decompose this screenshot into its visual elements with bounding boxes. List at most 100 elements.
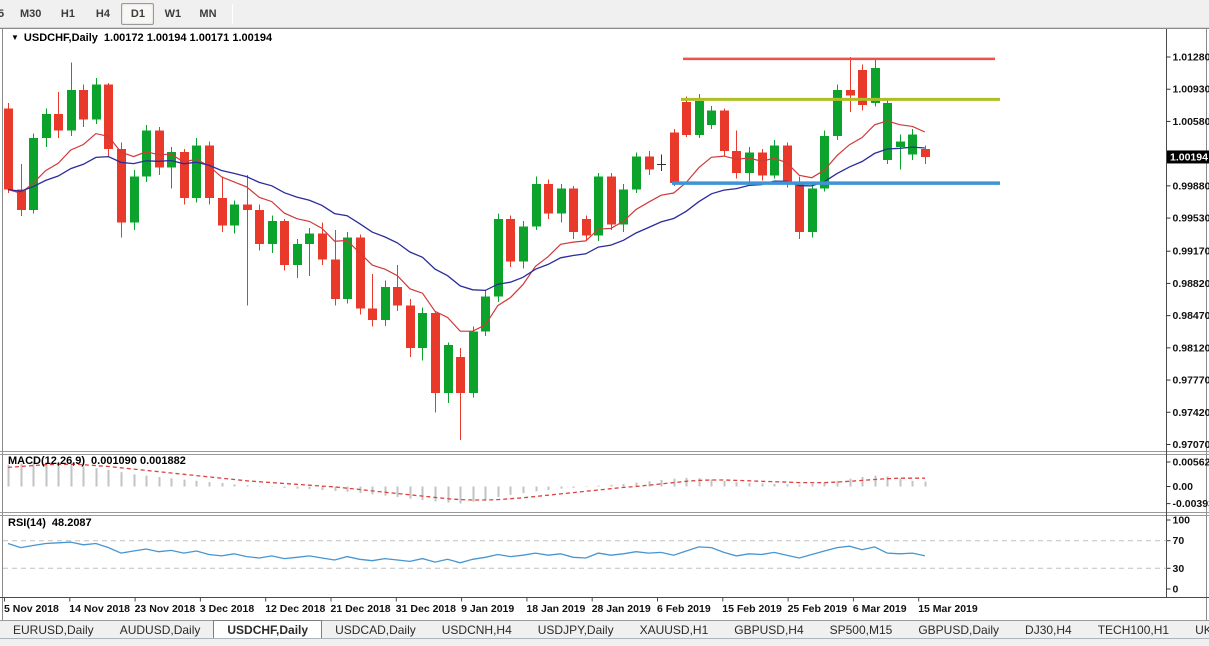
- symbol-tab-gbpusd[interactable]: GBPUSD,Daily: [918, 622, 1000, 637]
- candlestick-series: [4, 57, 930, 440]
- current-price-badge: [1167, 150, 1209, 164]
- candle-body: [632, 156, 641, 190]
- symbol-tab-usdjpy[interactable]: USDJPY,Daily: [537, 622, 614, 637]
- timeframe-button-w1[interactable]: W1: [164, 7, 182, 20]
- price-axis-label: 0.99170: [1173, 246, 1209, 258]
- candle-body: [745, 152, 754, 173]
- symbol-tab-audusd[interactable]: AUDUSD,Daily: [119, 622, 201, 637]
- candle-body: [732, 150, 741, 173]
- candle-body: [820, 136, 829, 189]
- symbol-tab-gbpusd[interactable]: GBPUSD,H4: [734, 622, 804, 637]
- date-axis-label: 5 Nov 2018: [4, 603, 59, 615]
- candle-body: [707, 110, 716, 126]
- timeframe-button-mn[interactable]: MN: [199, 7, 217, 20]
- timeframe-button-d1[interactable]: D1: [121, 2, 155, 25]
- symbol-tab-xauusd[interactable]: XAUUSD,H1: [639, 622, 709, 637]
- symbol-tab-dj30[interactable]: DJ30,H4: [1025, 622, 1072, 637]
- window-bottom-border: [0, 638, 1209, 646]
- candle-body: [268, 220, 277, 244]
- candle-body: [544, 184, 553, 214]
- candle-body: [117, 149, 126, 223]
- candle-body: [92, 84, 101, 120]
- candle-body: [406, 305, 415, 348]
- candle-body: [657, 163, 666, 165]
- candle-body: [670, 132, 679, 184]
- candle-body: [343, 237, 352, 300]
- macd-axis-label: 0.005629: [1173, 457, 1209, 469]
- timeframe-button-h4[interactable]: H4: [95, 7, 110, 20]
- candle-body: [858, 69, 867, 105]
- rsi-axis-label: 70: [1173, 535, 1185, 547]
- timeframe-button-5[interactable]: 5: [0, 7, 5, 20]
- candle-body: [356, 237, 365, 309]
- chart-canvas: 1.01280 1.00930 1.00580 0.99880 0.99530 0.991…: [0, 28, 1209, 620]
- candle-body: [456, 357, 465, 393]
- price-axis-label: 0.98470: [1173, 310, 1209, 322]
- date-axis-label: 15 Feb 2019: [722, 603, 782, 615]
- current-price-label: 1.00194: [1170, 151, 1208, 163]
- macd-indicator-label: MACD(12,26,9) 0.001090 0.001882: [8, 455, 186, 467]
- date-axis-label: 31 Dec 2018: [396, 603, 456, 615]
- candle-body: [331, 259, 340, 300]
- price-axis-label: 1.01280: [1173, 52, 1209, 64]
- macd-axis-label: -0.003932: [1173, 498, 1209, 510]
- symbol-tab-ukc[interactable]: UKC: [1195, 622, 1209, 637]
- symbol-tab-tech100[interactable]: TECH100,H1: [1097, 622, 1170, 637]
- candle-body: [921, 149, 930, 157]
- candle-body: [218, 197, 227, 226]
- candle-body: [695, 101, 704, 136]
- candle-body: [293, 243, 302, 266]
- timeframe-button-h1[interactable]: H1: [60, 7, 75, 20]
- candle-body: [846, 90, 855, 96]
- symbol-tab-usdcad[interactable]: USDCAD,Daily: [335, 622, 416, 637]
- rsi-indicator-label: RSI(14) 48.2087: [8, 517, 92, 529]
- rsi-panel: 100 70 30 0: [3, 515, 1190, 596]
- rsi-axis-label: 0: [1173, 584, 1179, 596]
- timeframe-button-m30[interactable]: M30: [20, 7, 42, 20]
- candle-body: [255, 209, 264, 244]
- ma-fast-line: [7, 120, 926, 332]
- toolbar-separator: [231, 3, 233, 24]
- candle-body: [67, 90, 76, 131]
- candle-body: [682, 102, 691, 136]
- candle-body: [896, 141, 905, 148]
- candle-body: [381, 287, 390, 321]
- price-axis-label: 0.99530: [1173, 213, 1209, 225]
- date-axis-label: 6 Feb 2019: [657, 603, 711, 615]
- timeframe-toolbar: 5 M30 H1 H4 D1 W1 MN: [0, 0, 1209, 28]
- candle-body: [318, 233, 327, 260]
- candle-body: [469, 331, 478, 393]
- candle-body: [619, 189, 628, 225]
- symbol-tab-sp500[interactable]: SP500,M15: [829, 622, 893, 637]
- candle-body: [418, 312, 427, 348]
- date-axis-label: 12 Dec 2018: [265, 603, 325, 615]
- chart-ohlc-values: 1.00172 1.00194 1.00171 1.00194: [103, 32, 273, 44]
- date-axis-label: 6 Mar 2019: [853, 603, 907, 615]
- candle-body: [481, 296, 490, 332]
- candle-body: [506, 218, 515, 262]
- symbol-tab-usdchf[interactable]: USDCHF,Daily: [213, 620, 323, 638]
- candle-body: [494, 218, 503, 297]
- chart-menu-icon[interactable]: ▼: [11, 33, 19, 42]
- candle-body: [594, 176, 603, 236]
- candle-body: [519, 226, 528, 262]
- chart-title: ▼ USDCHF,Daily 1.00172 1.00194 1.00171 1.0…: [11, 32, 272, 44]
- candle-body: [29, 137, 38, 210]
- candle-body: [155, 130, 164, 168]
- price-axis: 1.01280 1.00930 1.00580 0.99880 0.99530 0.991…: [1166, 52, 1209, 451]
- chart-symbol-label: USDCHF,Daily: [23, 32, 98, 44]
- rsi-axis-label: 30: [1173, 563, 1185, 575]
- price-axis-label: 0.99880: [1173, 180, 1209, 192]
- symbol-tab-usdcnh[interactable]: USDCNH,H4: [441, 622, 512, 637]
- candle-body: [720, 110, 729, 151]
- date-axis-label: 23 Nov 2018: [135, 603, 196, 615]
- price-axis-label: 0.97770: [1173, 375, 1209, 387]
- candle-body: [243, 204, 252, 210]
- candle-body: [808, 188, 817, 232]
- candle-body: [79, 90, 88, 120]
- candle-body: [582, 218, 591, 236]
- price-axis-label: 1.00580: [1173, 116, 1209, 128]
- symbol-tab-eurusd[interactable]: EURUSD,Daily: [13, 622, 94, 637]
- candle-body: [569, 188, 578, 232]
